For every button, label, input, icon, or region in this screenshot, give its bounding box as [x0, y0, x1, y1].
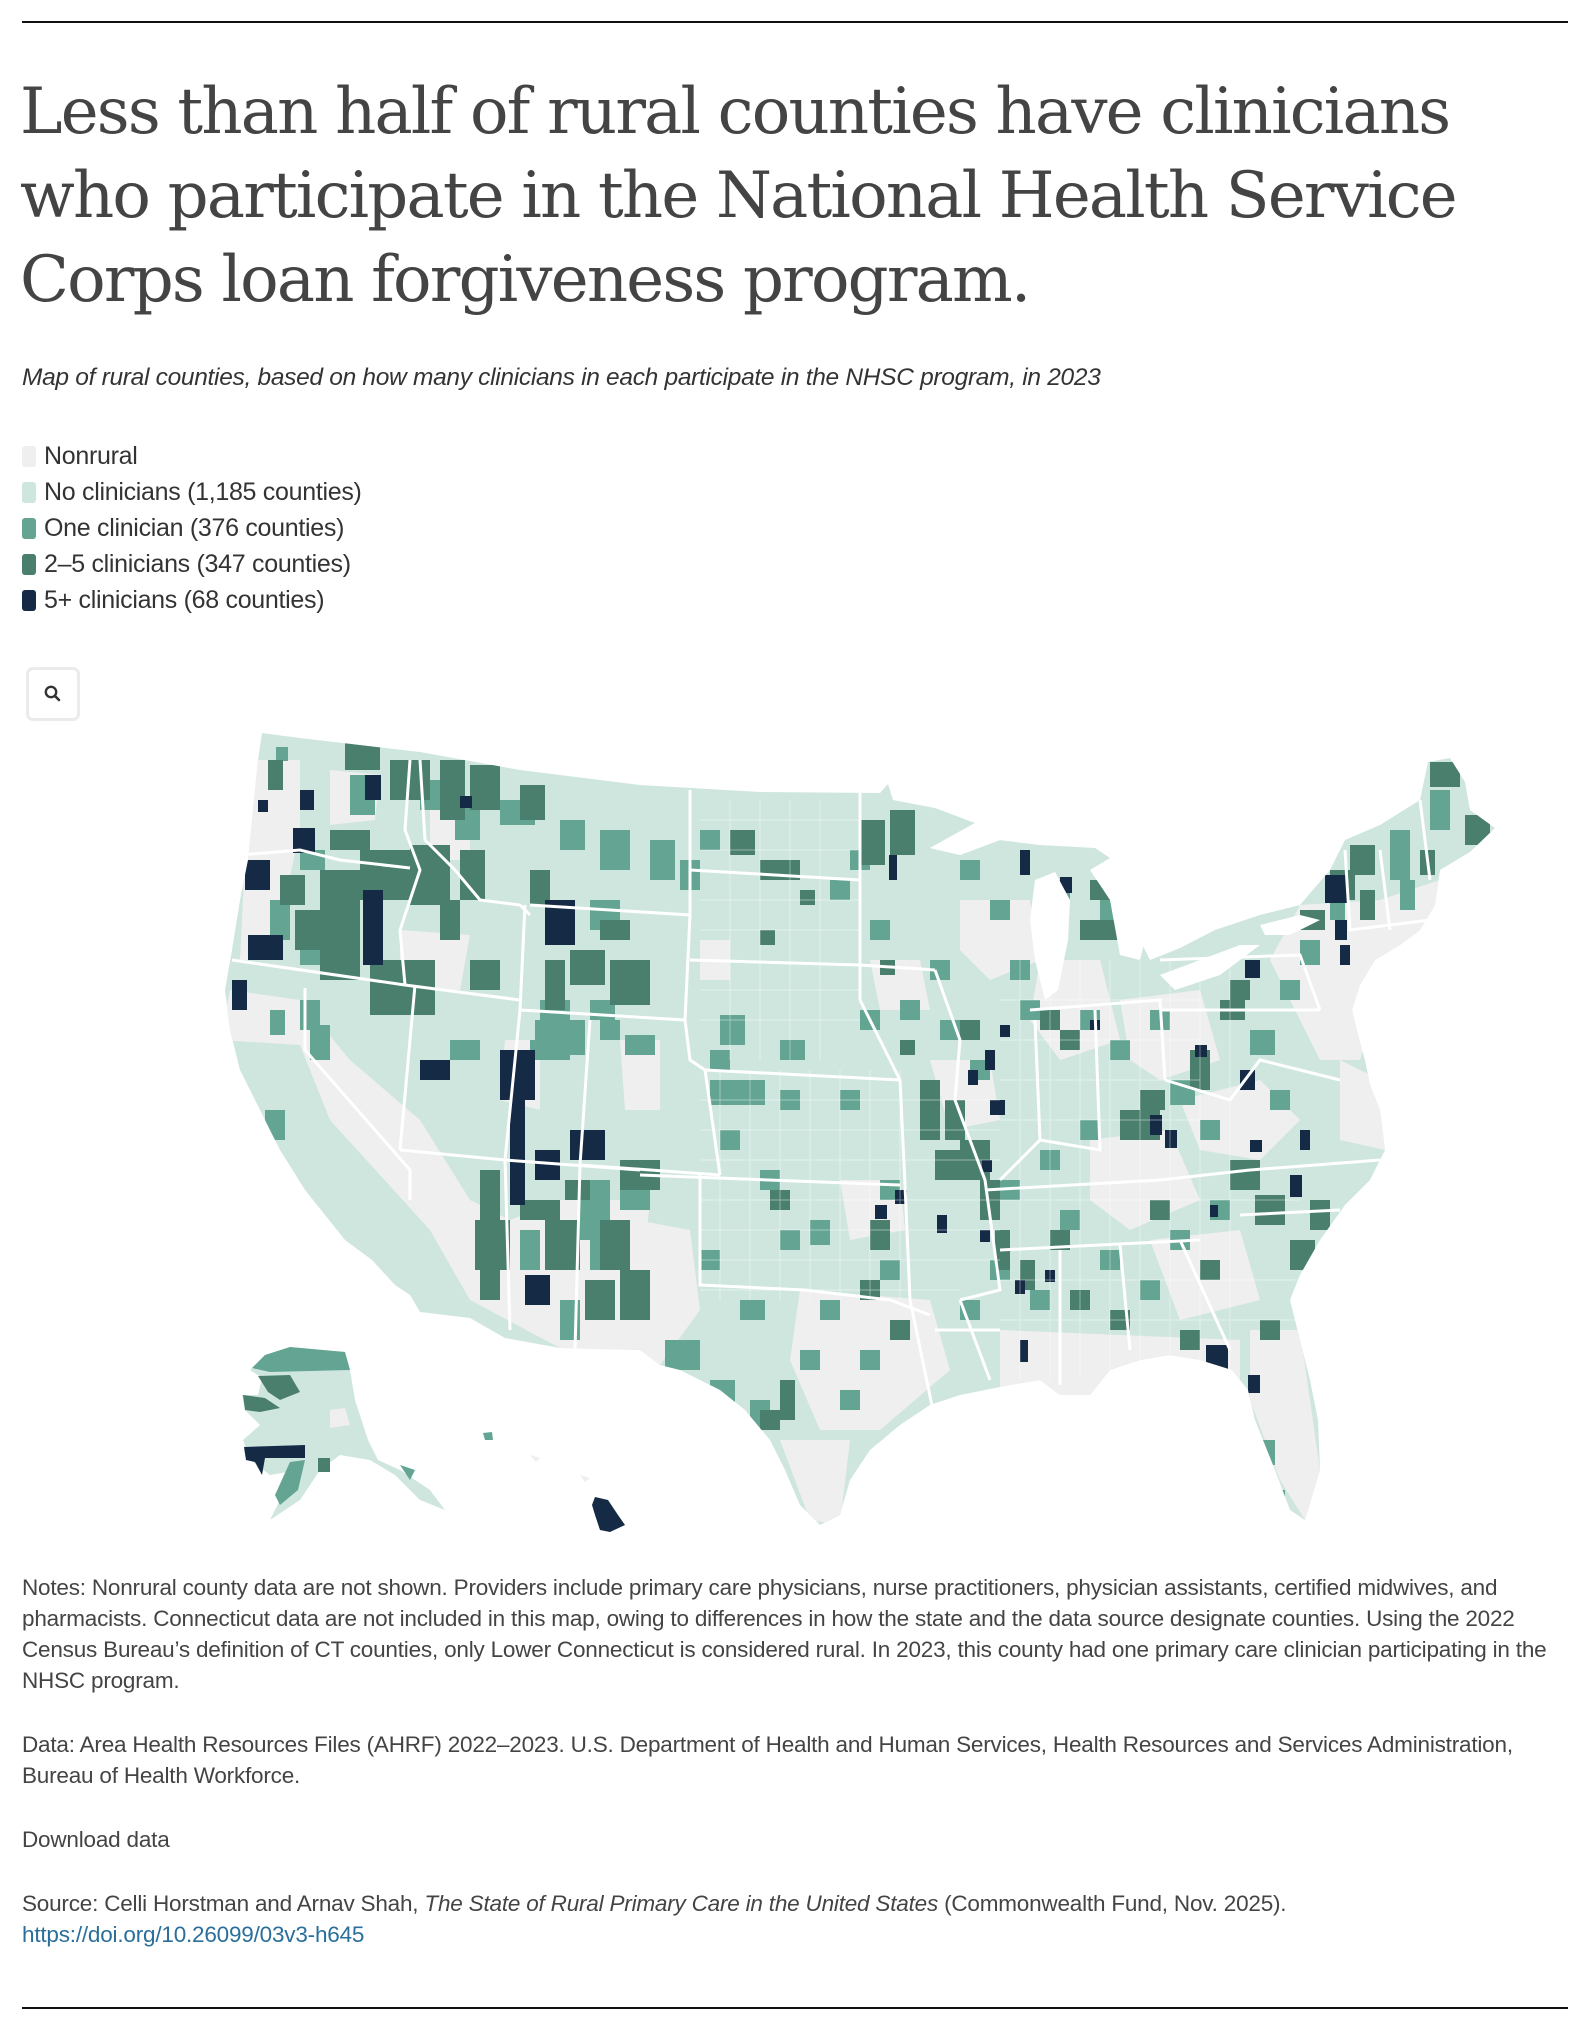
- chart-title: Less than half of rural counties have cl…: [20, 75, 1458, 317]
- top-rule: [22, 21, 1568, 23]
- legend-label: Nonrural: [44, 441, 138, 470]
- great-lakes: [930, 810, 1320, 1000]
- source-title: The State of Rural Primary Care in the U…: [424, 1891, 939, 1916]
- bottom-rule: [22, 2007, 1568, 2009]
- legend-item-nonrural: Nonrural: [22, 438, 362, 474]
- source-suffix: (Commonwealth Fund, Nov. 2025).: [938, 1891, 1287, 1916]
- legend-label: No clinicians (1,185 counties): [44, 477, 362, 506]
- map-search-button[interactable]: [26, 667, 80, 721]
- chart-notes: Notes: Nonrural county data are not show…: [22, 1572, 1572, 1950]
- legend-swatch: [22, 517, 36, 539]
- legend-label: 5+ clinicians (68 counties): [44, 585, 325, 614]
- alaska-inset: [242, 1347, 445, 1520]
- legend-swatch: [22, 589, 36, 611]
- search-icon: [44, 685, 61, 702]
- legend-label: 2–5 clinicians (347 counties): [44, 549, 351, 578]
- legend-swatch: [22, 445, 36, 467]
- legend: Nonrural No clinicians (1,185 counties) …: [22, 438, 362, 618]
- source-prefix: Source: Celli Horstman and Arnav Shah,: [22, 1891, 425, 1916]
- download-data-link[interactable]: Download data: [22, 1827, 170, 1852]
- doi-link[interactable]: https://doi.org/10.26099/03v3-h645: [22, 1922, 365, 1947]
- legend-swatch: [22, 481, 36, 503]
- legend-item-one-clinician: One clinician (376 counties): [22, 510, 362, 546]
- notes-text: Notes: Nonrural county data are not show…: [22, 1575, 1547, 1693]
- data-source-text: Data: Area Health Resources Files (AHRF)…: [22, 1732, 1513, 1788]
- legend-label: One clinician (376 counties): [44, 513, 345, 542]
- legend-item-2-5-clinicians: 2–5 clinicians (347 counties): [22, 546, 362, 582]
- us-county-map[interactable]: [0, 680, 1588, 1560]
- legend-item-no-clinicians: No clinicians (1,185 counties): [22, 474, 362, 510]
- county-fills: [225, 735, 1490, 1525]
- legend-swatch: [22, 553, 36, 575]
- chart-subtitle: Map of rural counties, based on how many…: [22, 364, 1101, 391]
- legend-item-5-plus-clinicians: 5+ clinicians (68 counties): [22, 582, 362, 618]
- hawaii-inset: [483, 1432, 625, 1532]
